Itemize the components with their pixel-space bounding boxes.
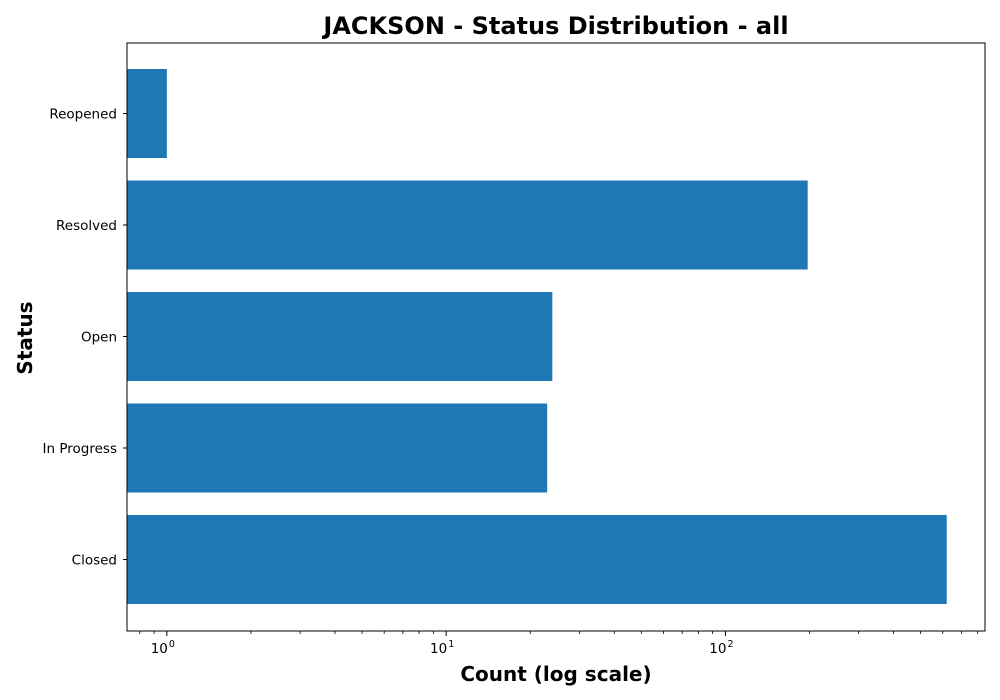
x-tick-label: 102 [709, 639, 733, 657]
x-ticks-group: 100 101 102 [139, 631, 979, 657]
y-tick-label: In Progress [43, 441, 117, 457]
plot-frame [126, 42, 986, 632]
bars-group [127, 69, 947, 604]
y-tick-label: Resolved [56, 218, 117, 234]
bar-resolved [127, 180, 808, 270]
y-tick-label: Open [81, 330, 117, 346]
y-ticks-group: Closed In Progress Open Resolved Reopened [43, 107, 127, 569]
chart-title: JACKSON - Status Distribution - all [321, 12, 788, 40]
bar-closed [127, 515, 947, 604]
x-tick-label: 101 [430, 639, 454, 657]
y-axis-label: Status [13, 301, 37, 374]
y-tick-label: Closed [72, 553, 117, 569]
bar-in-progress [127, 403, 548, 493]
bar-open [127, 292, 553, 381]
bar-reopened [127, 69, 167, 158]
y-tick-label: Reopened [49, 107, 117, 123]
x-tick-label: 100 [151, 639, 175, 657]
x-axis-label: Count (log scale) [460, 662, 651, 686]
